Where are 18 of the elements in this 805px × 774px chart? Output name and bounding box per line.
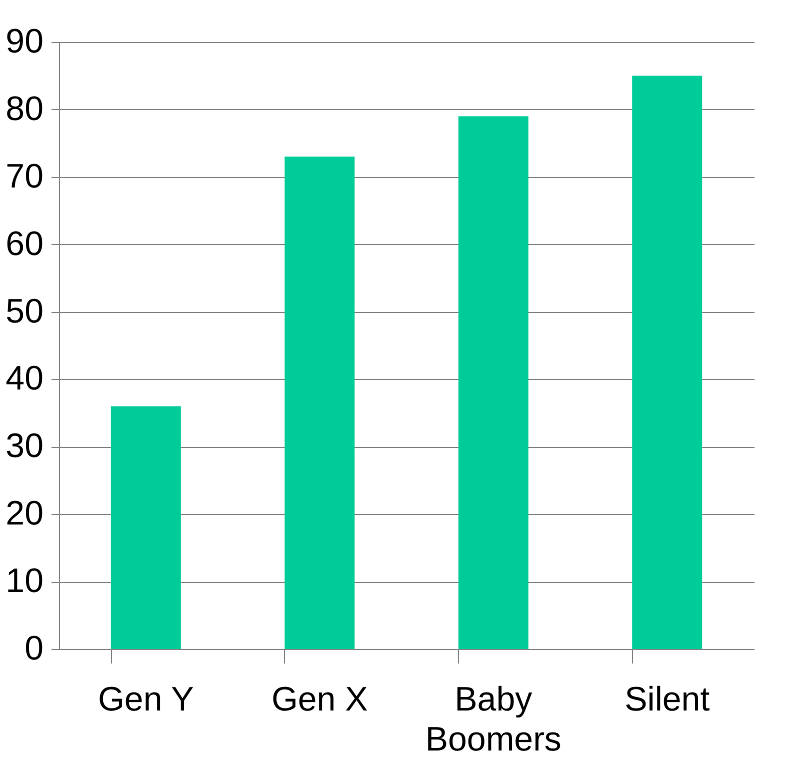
y-tick-label: 80	[6, 90, 44, 128]
x-tick-label: Gen Y	[98, 680, 194, 718]
x-tick-label: Gen X	[271, 680, 368, 718]
y-tick-label: 30	[6, 427, 44, 466]
y-tick-label: 10	[6, 562, 44, 600]
y-tick-label: 0	[24, 630, 44, 668]
bar	[110, 406, 181, 649]
bar	[458, 116, 528, 649]
bar	[632, 76, 702, 649]
bar	[284, 156, 355, 649]
y-tick-label: 90	[6, 22, 44, 60]
x-tick-label: Baby Boomers	[425, 680, 562, 758]
y-tick-label: 60	[6, 224, 44, 263]
y-tick-label: 40	[6, 360, 44, 398]
y-tick-label: 50	[6, 292, 44, 330]
x-tick-label: Silent	[624, 680, 710, 718]
y-tick-label: 20	[6, 494, 44, 533]
y-tick-label: 70	[6, 157, 44, 196]
